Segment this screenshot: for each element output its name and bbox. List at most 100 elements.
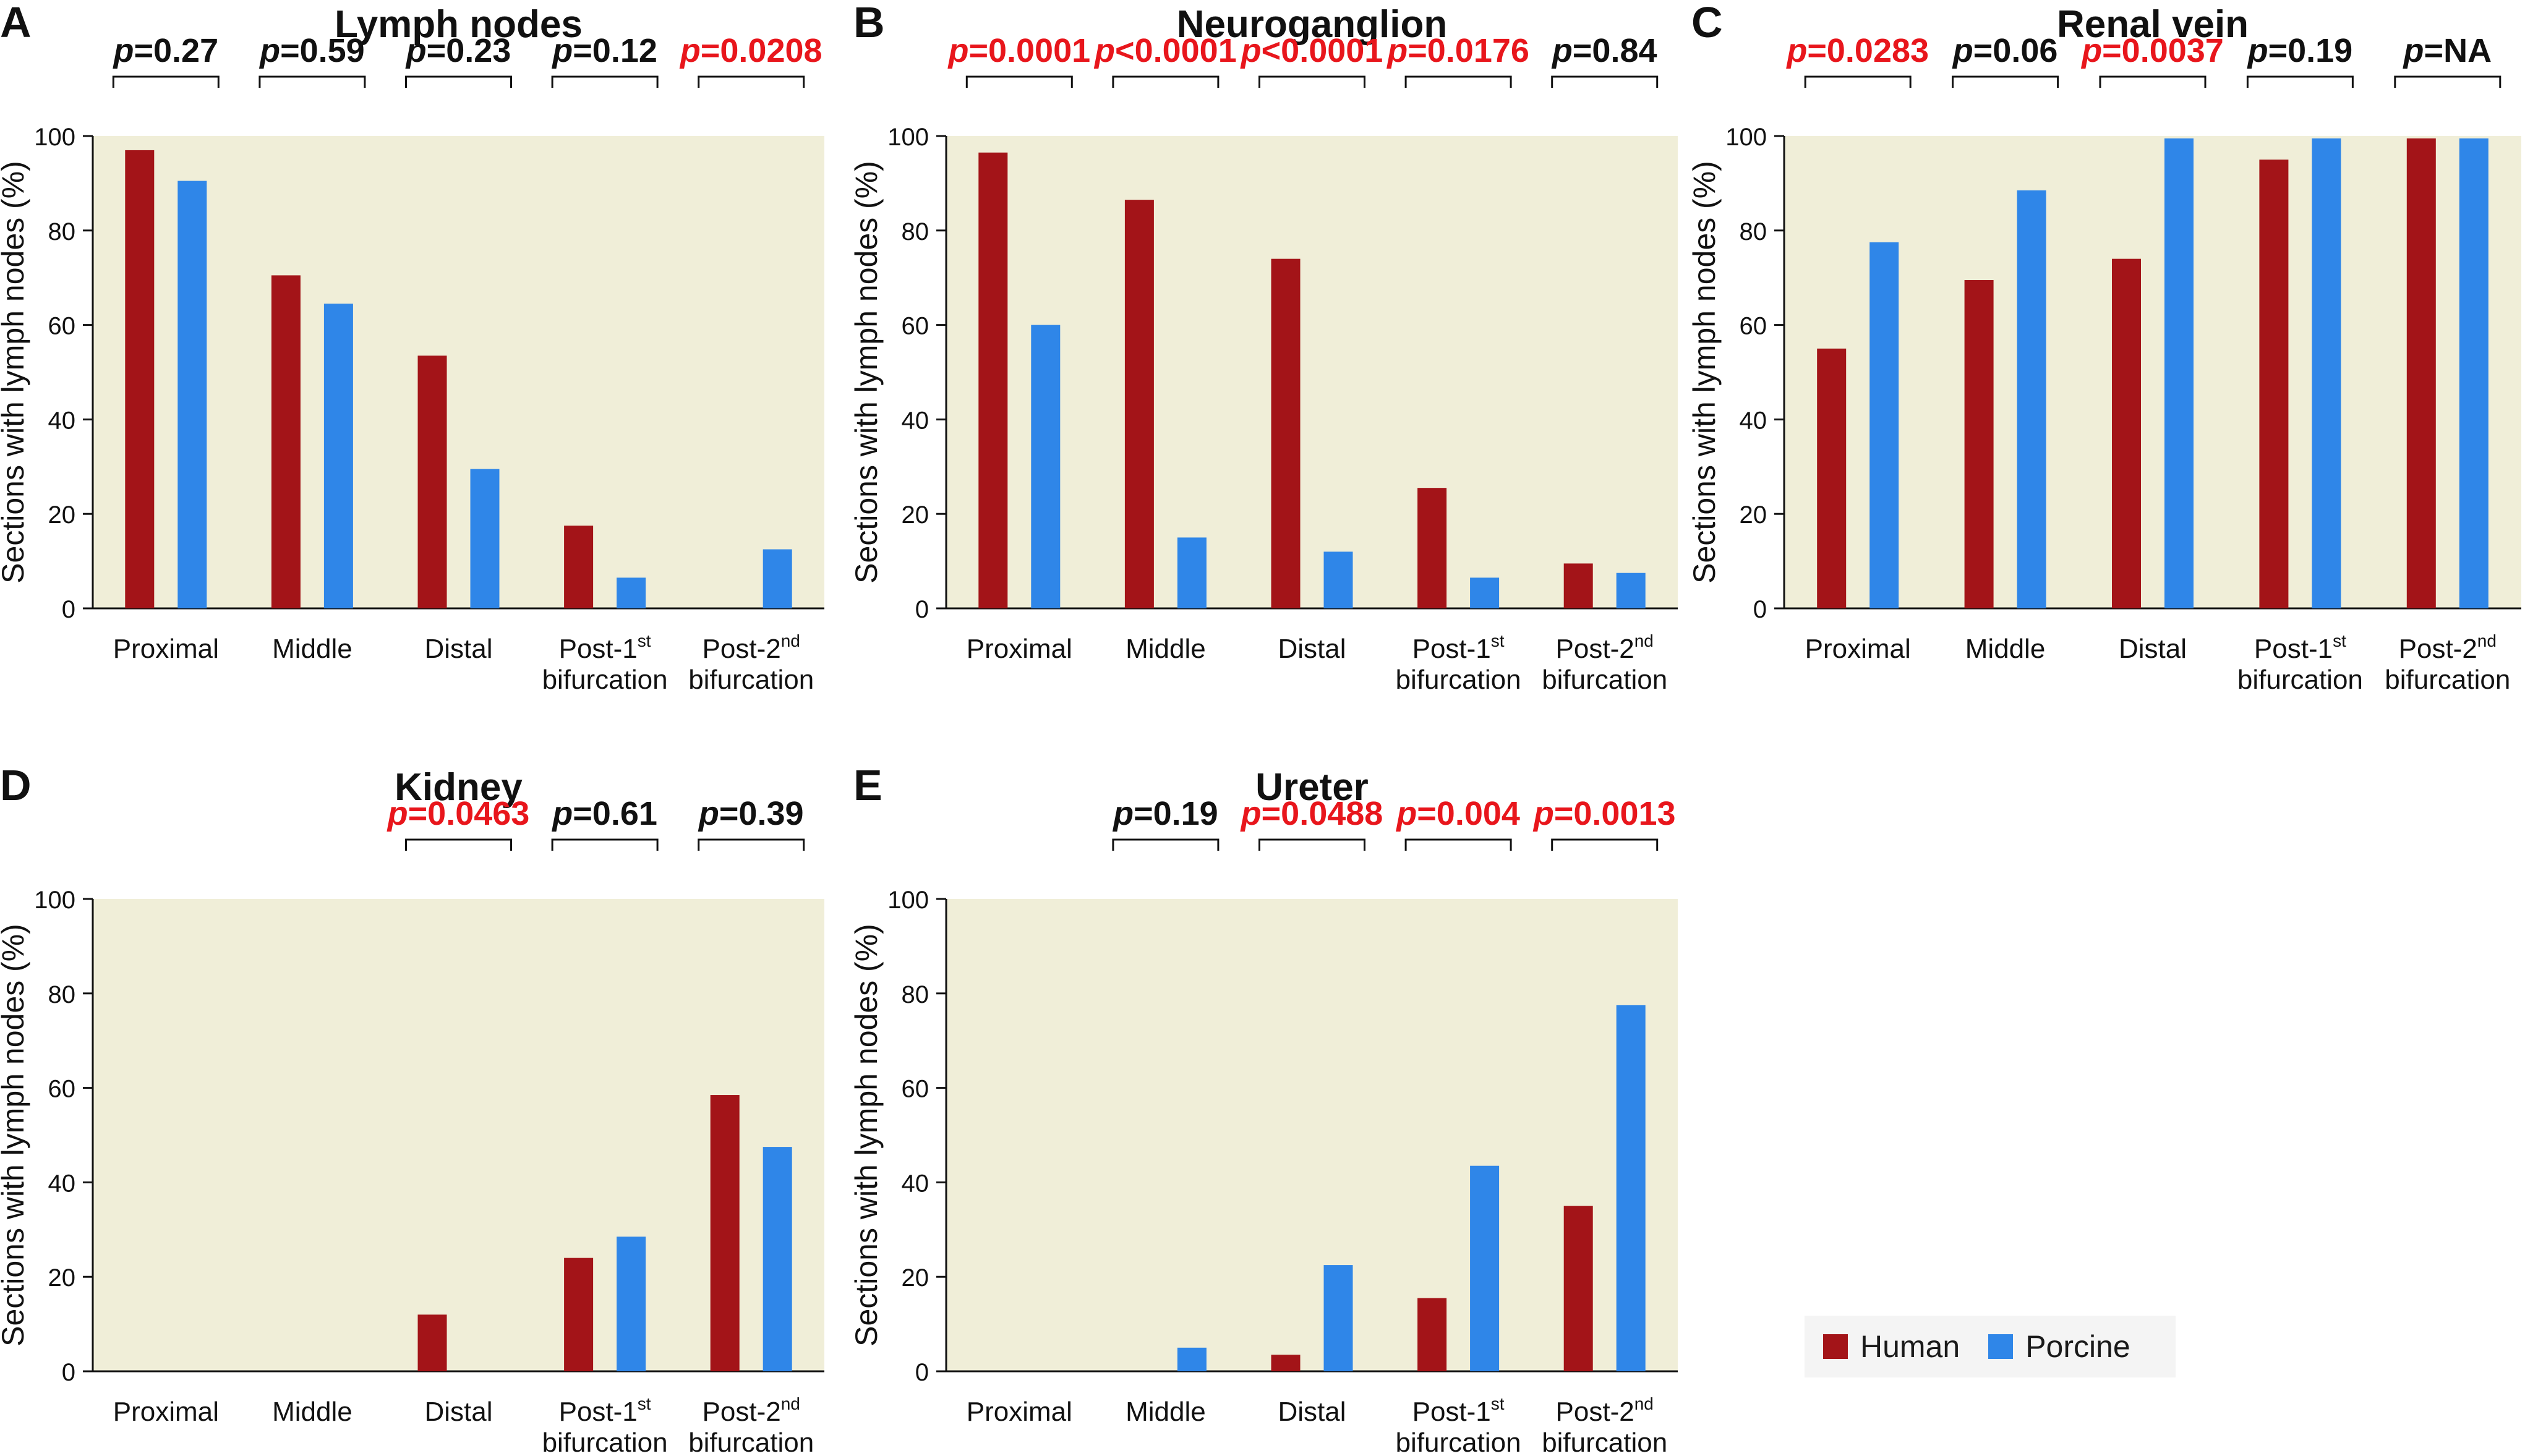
pvalue-bracket (965, 75, 1073, 88)
x-tick-label: Post-1st (1412, 1394, 1505, 1427)
x-tick-label: Middle (1126, 1397, 1206, 1427)
legend-item-porcine: Porcine (1988, 1329, 2130, 1364)
pvalue-bracket (1804, 75, 1912, 88)
bar-porcine (470, 469, 500, 608)
plot-area (93, 899, 824, 1371)
pvalue-bracket (1551, 838, 1659, 851)
panel-letter: B (853, 0, 885, 46)
x-tick-label: Middle (1965, 634, 2046, 664)
x-tick-label-line2: bifurcation (1396, 665, 1521, 695)
bar-human (564, 1258, 594, 1371)
x-tick-label-line2: bifurcation (542, 665, 668, 695)
panel-letter: A (0, 0, 32, 46)
pvalue-label: p=0.06 (1952, 32, 2058, 69)
bar-porcine (763, 1147, 792, 1371)
x-tick-label-line2: bifurcation (2237, 665, 2363, 695)
pvalue-label: p=0.0001 (947, 32, 1090, 69)
bar-human (2406, 138, 2436, 608)
y-tick-label: 100 (887, 124, 929, 151)
x-tick-label: Proximal (113, 634, 219, 664)
pvalue-label: p=0.004 (1395, 795, 1520, 832)
y-tick-label: 100 (887, 887, 929, 914)
x-tick-label: Post-2nd (703, 631, 800, 664)
pvalue-label: p=0.84 (1551, 32, 1657, 69)
pvalue-bracket (1112, 75, 1220, 88)
bar-porcine (1869, 242, 1899, 608)
y-tick-label: 100 (34, 124, 75, 151)
y-tick-label: 80 (1740, 218, 1767, 245)
x-tick-label: Post-2nd (1556, 631, 1654, 664)
bar-human (1271, 258, 1301, 608)
pvalue-bracket (1258, 75, 1365, 88)
pvalue-label: p=0.0283 (1785, 32, 1929, 69)
pvalue-label: p=0.0463 (387, 795, 530, 832)
bar-human (1124, 200, 1154, 608)
y-tick-label: 0 (62, 596, 75, 623)
plot-area (1784, 136, 2521, 608)
pvalue-bracket (2246, 75, 2354, 88)
y-tick-label: 60 (902, 313, 929, 340)
pvalue-label: p=0.59 (258, 32, 365, 69)
y-tick-label: 100 (1725, 124, 1767, 151)
bar-porcine (617, 1237, 646, 1371)
pvalue-bracket (551, 75, 659, 88)
pvalue-bracket (1551, 75, 1659, 88)
x-tick-label-line2: bifurcation (688, 665, 814, 695)
plot-area (946, 899, 1678, 1371)
pvalue-bracket (1952, 75, 2059, 88)
pvalue-bracket (2394, 75, 2502, 88)
x-tick-label: Middle (1126, 634, 1206, 664)
pvalue-bracket (1112, 838, 1220, 851)
bar-porcine (617, 577, 646, 608)
y-tick-label: 0 (62, 1359, 75, 1386)
bar-porcine (1031, 325, 1061, 608)
y-tick-label: 40 (902, 407, 929, 434)
bar-porcine (323, 304, 353, 608)
y-tick-label: 80 (48, 981, 76, 1008)
pvalue-bracket (698, 75, 805, 88)
bar-human (417, 1314, 447, 1371)
y-tick-label: 60 (902, 1076, 929, 1103)
panel-letter: D (0, 761, 32, 809)
pvalue-label: p=0.61 (551, 795, 657, 832)
pvalue-bracket (1258, 838, 1365, 851)
y-tick-label: 80 (48, 218, 76, 245)
bar-porcine (1323, 551, 1353, 608)
y-tick-label: 0 (915, 1359, 929, 1386)
bar-porcine (1616, 1005, 1646, 1371)
y-tick-label: 40 (1740, 407, 1767, 434)
bar-human (1563, 563, 1593, 608)
pvalue-label: p=0.0176 (1386, 32, 1529, 69)
bar-human (1817, 348, 1847, 608)
bar-human (1271, 1355, 1301, 1371)
bar-human (271, 275, 301, 608)
y-tick-label: 100 (34, 887, 75, 914)
pvalue-label: p=0.39 (698, 795, 804, 832)
pvalue-bracket (1404, 75, 1512, 88)
pvalue-bracket (258, 75, 366, 88)
x-tick-label: Middle (272, 1397, 352, 1427)
chart-title: Renal vein (2057, 3, 2249, 46)
bar-porcine (1177, 537, 1207, 608)
bar-human (1964, 280, 1994, 608)
x-tick-label-line2: bifurcation (1542, 1428, 1667, 1456)
y-tick-label: 20 (48, 501, 76, 529)
y-tick-label: 20 (902, 1264, 929, 1292)
chart-title: Neuroganglion (1177, 3, 1447, 46)
x-tick-label: Distal (1278, 1397, 1346, 1427)
bar-porcine (177, 181, 207, 609)
bar-human (1563, 1206, 1593, 1371)
y-tick-label: 60 (1740, 313, 1767, 340)
pvalue-label: p=0.0208 (679, 32, 822, 69)
bar-human (1417, 488, 1447, 608)
y-tick-label: 60 (48, 1076, 76, 1103)
legend-swatch-human (1823, 1334, 1848, 1359)
chart-title: Kidney (395, 766, 523, 809)
pvalue-bracket (2099, 75, 2207, 88)
plot-area (946, 136, 1678, 608)
x-tick-label: Proximal (113, 1397, 219, 1427)
